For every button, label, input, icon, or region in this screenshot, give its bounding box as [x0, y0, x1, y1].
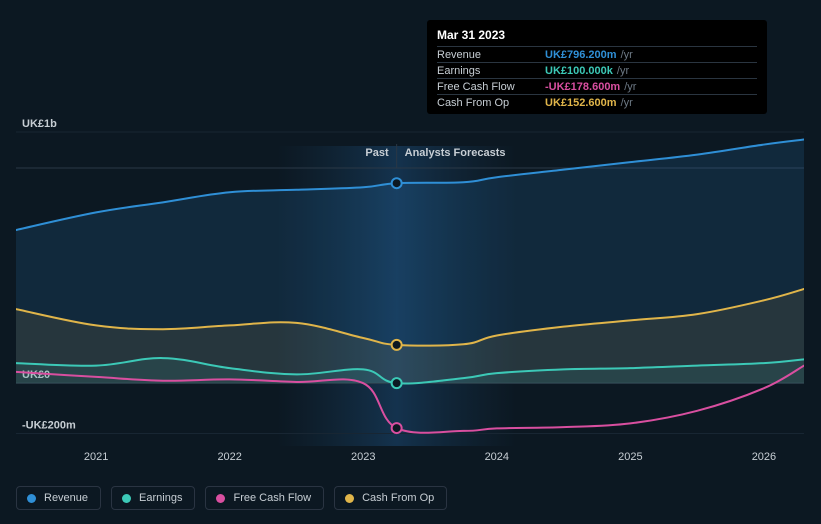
legend-dot-icon: [216, 494, 225, 503]
legend-dot-icon: [122, 494, 131, 503]
legend-dot-icon: [27, 494, 36, 503]
tooltip-label: Revenue: [437, 49, 545, 61]
x-axis-label: 2023: [351, 451, 375, 463]
legend-item-free-cash-flow[interactable]: Free Cash Flow: [205, 486, 324, 510]
revenue-marker: [392, 178, 402, 188]
tooltip-label: Cash From Op: [437, 97, 545, 109]
tooltip-suffix: /yr: [624, 81, 636, 93]
tooltip-suffix: /yr: [621, 97, 633, 109]
legend-item-revenue[interactable]: Revenue: [16, 486, 101, 510]
past-label: Past: [365, 147, 389, 159]
tooltip-value: UK£100.000k: [545, 65, 613, 77]
chart-legend: Revenue Earnings Free Cash Flow Cash From O…: [16, 486, 447, 510]
earnings-marker: [392, 378, 402, 388]
x-axis-label: 2025: [618, 451, 642, 463]
legend-item-earnings[interactable]: Earnings: [111, 486, 195, 510]
chart-tooltip: Mar 31 2023 RevenueUK£796.200m/yrEarning…: [427, 20, 767, 114]
x-axis-label: 2022: [217, 451, 241, 463]
tooltip-row: RevenueUK£796.200m/yr: [437, 46, 757, 62]
free_cash_flow-marker: [392, 423, 402, 433]
tooltip-value: UK£796.200m: [545, 49, 617, 61]
tooltip-suffix: /yr: [621, 49, 633, 61]
tooltip-value: UK£152.600m: [545, 97, 617, 109]
legend-item-cash-from-op[interactable]: Cash From Op: [334, 486, 447, 510]
legend-label: Revenue: [44, 492, 88, 504]
tooltip-row: EarningsUK£100.000k/yr: [437, 62, 757, 78]
y-axis-label: -UK£200m: [22, 419, 76, 431]
x-axis-label: 2026: [752, 451, 776, 463]
tooltip-value: -UK£178.600m: [545, 81, 620, 93]
y-axis-label: UK£1b: [22, 118, 57, 130]
legend-label: Cash From Op: [362, 492, 434, 504]
cash_from_op-marker: [392, 340, 402, 350]
forecast-label: Analysts Forecasts: [405, 147, 506, 159]
tooltip-row: Cash From OpUK£152.600m/yr: [437, 94, 757, 110]
x-axis-label: 2021: [84, 451, 108, 463]
tooltip-date: Mar 31 2023: [437, 28, 757, 46]
tooltip-row: Free Cash Flow-UK£178.600m/yr: [437, 78, 757, 94]
tooltip-label: Earnings: [437, 65, 545, 77]
tooltip-label: Free Cash Flow: [437, 81, 545, 93]
legend-label: Free Cash Flow: [233, 492, 311, 504]
legend-label: Earnings: [139, 492, 182, 504]
legend-dot-icon: [345, 494, 354, 503]
x-axis-label: 2024: [485, 451, 509, 463]
tooltip-suffix: /yr: [617, 65, 629, 77]
